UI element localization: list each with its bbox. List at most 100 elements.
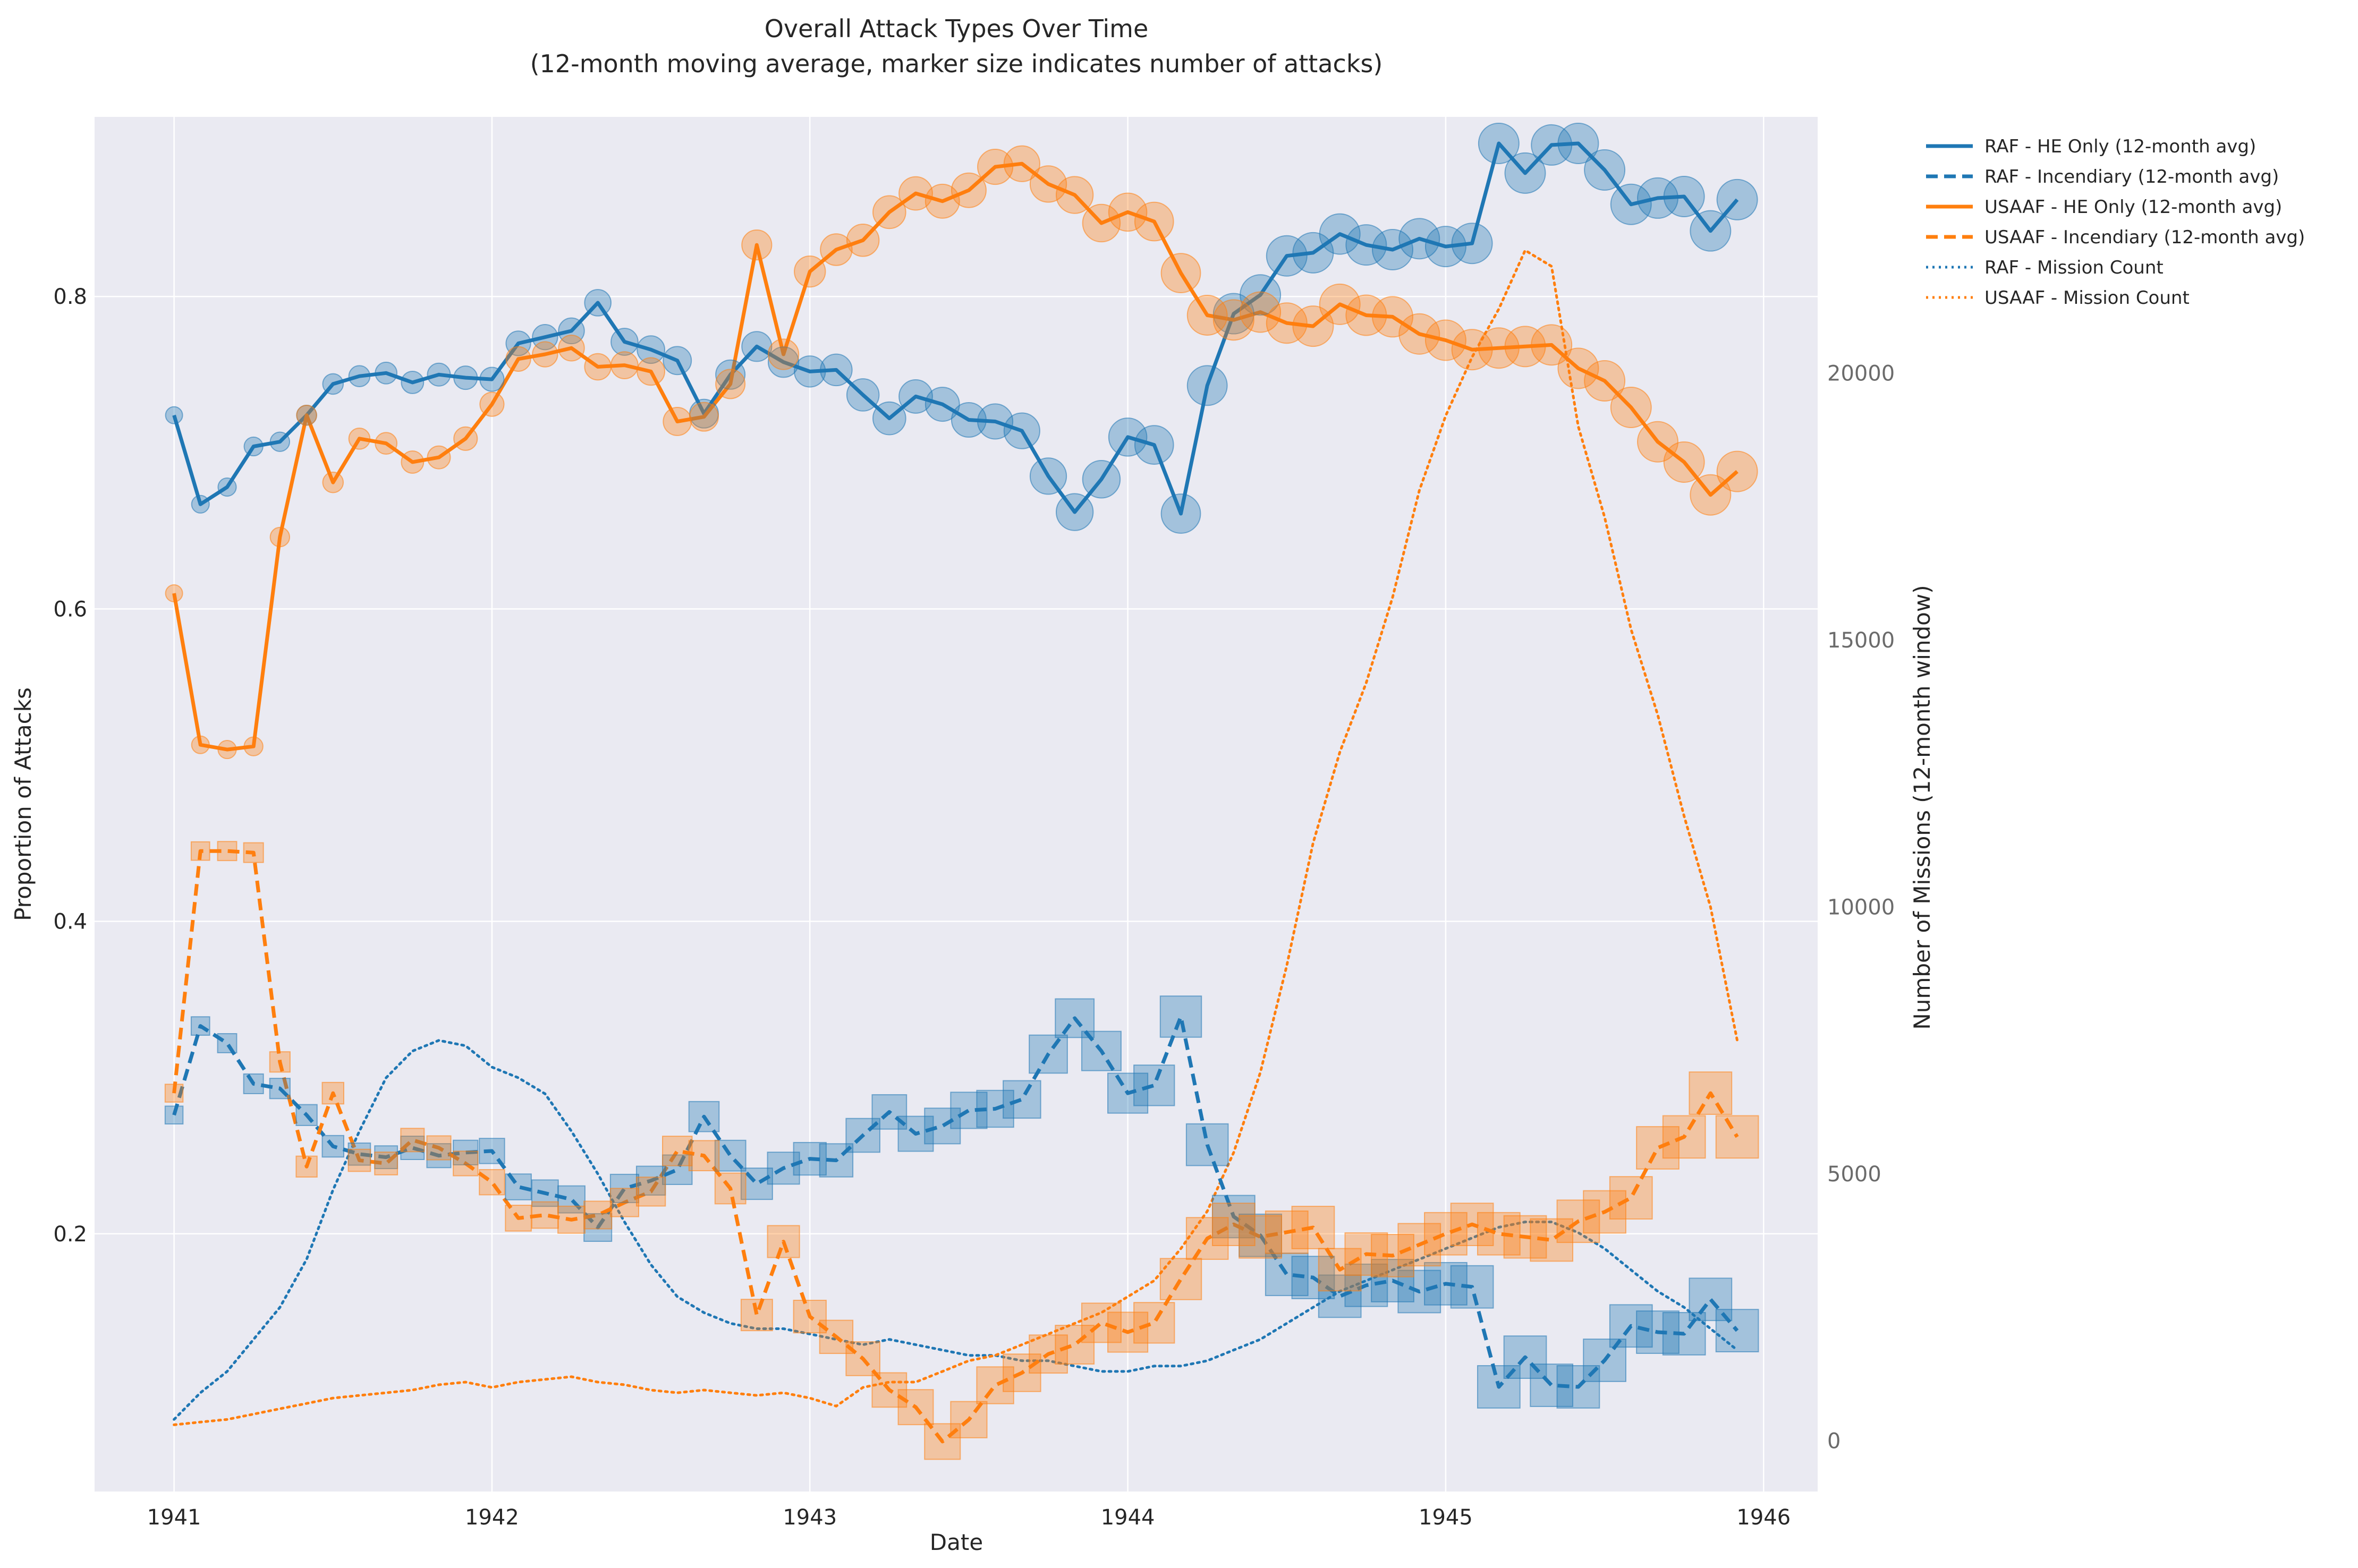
- data-point-marker: [243, 842, 264, 863]
- data-point-marker: [427, 445, 451, 470]
- legend-label: USAAF - Mission Count: [1984, 287, 2190, 309]
- data-point-marker: [165, 584, 183, 602]
- data-point-marker: [453, 426, 478, 451]
- data-point-marker: [924, 1107, 961, 1145]
- data-point-marker: [1450, 1203, 1494, 1247]
- data-point-marker: [1055, 1325, 1095, 1365]
- tick-labels: 1941 1942 1943 1944 1945 1946 0.2 0.4 0.6 0.8 0 500…: [53, 285, 1895, 1530]
- data-point-marker: [846, 378, 880, 412]
- data-point-marker: [635, 1177, 666, 1207]
- data-point-marker: [558, 335, 585, 362]
- data-point-marker: [479, 1138, 505, 1164]
- data-point-marker: [531, 1201, 559, 1229]
- data-point-marker: [1715, 1309, 1759, 1352]
- data-point-marker: [898, 176, 933, 211]
- x-tick-label: 1944: [1101, 1505, 1155, 1530]
- data-point-marker: [1584, 149, 1626, 191]
- data-point-marker: [322, 373, 344, 395]
- data-point-marker: [1107, 1311, 1149, 1353]
- data-point-marker: [950, 1092, 988, 1129]
- data-point-marker: [819, 1143, 854, 1178]
- data-point-marker: [976, 1366, 1014, 1404]
- series-layer: [172, 141, 1739, 1444]
- data-point-marker: [583, 1213, 613, 1242]
- data-point-marker: [820, 353, 853, 387]
- data-point-marker: [1584, 360, 1626, 402]
- data-point-marker: [1478, 122, 1520, 164]
- data-point-marker: [1082, 203, 1121, 243]
- data-point-marker: [1266, 235, 1308, 277]
- data-point-marker: [1397, 1223, 1441, 1267]
- series-line-3: [172, 849, 1739, 1444]
- data-point-marker: [505, 346, 531, 372]
- data-point-marker: [663, 346, 692, 376]
- series-line-2: [172, 161, 1738, 752]
- data-point-marker: [1029, 1334, 1068, 1374]
- data-point-marker: [1344, 1263, 1388, 1307]
- data-point-marker: [532, 341, 558, 368]
- data-point-marker: [1371, 1259, 1414, 1302]
- data-point-marker: [1556, 1199, 1600, 1243]
- data-point-marker: [322, 471, 344, 493]
- data-point-marker: [1398, 313, 1440, 355]
- data-point-marker: [689, 402, 719, 432]
- data-point-marker: [164, 1084, 184, 1103]
- x-axis-label: Date: [930, 1529, 983, 1555]
- data-point-marker: [243, 436, 264, 457]
- data-point-marker: [1636, 1310, 1680, 1354]
- data-point-marker: [243, 1073, 264, 1094]
- series-line-0: [172, 141, 1739, 516]
- data-point-marker: [1029, 457, 1067, 495]
- data-point-marker: [1240, 291, 1282, 333]
- data-point-marker: [217, 739, 237, 760]
- data-point-marker: [663, 407, 692, 436]
- data-point-marker: [1159, 1258, 1202, 1300]
- data-point-marker: [845, 1341, 881, 1376]
- data-point-marker: [269, 431, 291, 452]
- data-point-marker: [557, 1185, 586, 1214]
- data-point-marker: [1318, 1248, 1362, 1292]
- data-point-marker: [1689, 1071, 1733, 1115]
- data-point-marker: [1662, 1312, 1706, 1356]
- chart-title: Overall Attack Types Over Time: [765, 14, 1149, 43]
- data-point-marker: [190, 841, 210, 861]
- data-point-marker: [1291, 1256, 1335, 1299]
- y-tick-label: 0.6: [53, 597, 87, 621]
- data-point-marker: [609, 1188, 640, 1217]
- y2-tick-label: 15000: [1827, 628, 1895, 653]
- data-point-marker: [1503, 1335, 1547, 1379]
- data-point-marker: [374, 1145, 398, 1170]
- y-axis-label: Proportion of Attacks: [10, 687, 36, 921]
- data-point-marker: [767, 1225, 800, 1258]
- data-point-marker: [951, 172, 987, 208]
- y2-tick-label: 0: [1827, 1429, 1840, 1454]
- data-point-marker: [1134, 201, 1174, 242]
- grid-lines: [95, 117, 1818, 1492]
- data-point-marker: [1636, 1126, 1680, 1170]
- data-point-marker: [269, 1078, 291, 1100]
- data-point-marker: [714, 1172, 747, 1205]
- data-point-marker: [1716, 178, 1758, 220]
- data-point-marker: [1291, 1206, 1335, 1249]
- y2-tick-label: 20000: [1827, 361, 1895, 386]
- data-point-marker: [1029, 1034, 1068, 1074]
- data-point-marker: [1185, 1123, 1229, 1166]
- data-point-marker: [1662, 1115, 1706, 1159]
- data-point-marker: [217, 1033, 238, 1053]
- data-point-marker: [872, 401, 906, 436]
- data-point-marker: [1108, 192, 1148, 232]
- data-point-marker: [1610, 183, 1652, 225]
- data-point-marker: [1663, 175, 1705, 217]
- series-line-1: [172, 1015, 1739, 1389]
- data-point-marker: [661, 1154, 693, 1185]
- data-point-marker: [1609, 1176, 1653, 1220]
- data-point-marker: [898, 379, 933, 414]
- data-point-marker: [479, 367, 505, 392]
- data-point-marker: [950, 1401, 988, 1438]
- data-point-marker: [1185, 1217, 1229, 1260]
- data-point-marker: [1240, 274, 1282, 316]
- y-tick-label: 0.4: [53, 910, 87, 934]
- data-point-marker: [295, 1104, 318, 1126]
- data-point-marker: [1716, 450, 1758, 492]
- data-point-marker: [610, 351, 639, 379]
